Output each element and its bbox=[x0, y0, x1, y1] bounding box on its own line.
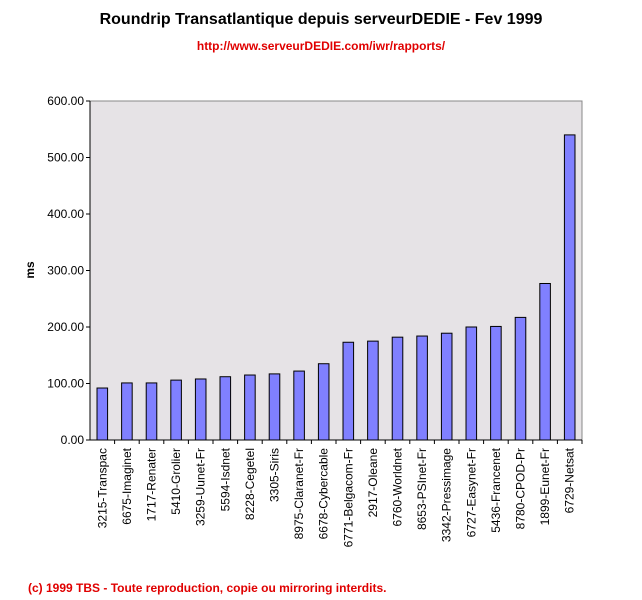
y-tick-label: 200.00 bbox=[47, 320, 84, 334]
bar bbox=[416, 335, 428, 441]
bar bbox=[367, 340, 379, 441]
bar bbox=[96, 387, 109, 441]
y-axis-label: ms bbox=[23, 261, 37, 279]
x-tick-label: 3305-Siris bbox=[268, 448, 282, 502]
x-tick-label: 8975-Claranet-Fr bbox=[292, 448, 306, 539]
y-tick-label: 600.00 bbox=[47, 94, 84, 108]
x-tick-label: 6678-Cybercable bbox=[317, 448, 331, 540]
x-tick-label: 1717-Renater bbox=[145, 448, 159, 521]
chart-title: Roundrip Transatlantique depuis serveurD… bbox=[99, 11, 543, 28]
y-tick-label: 100.00 bbox=[47, 377, 84, 391]
x-tick-label: 3259-Uunet-Fr bbox=[194, 448, 208, 526]
x-tick-label: 8653-PSInet-Fr bbox=[415, 448, 429, 530]
bar bbox=[170, 379, 182, 441]
x-tick-label: 6675-Imaginet bbox=[120, 447, 134, 524]
x-tick-label: 6729-Netsat bbox=[563, 447, 577, 513]
bar bbox=[342, 341, 355, 441]
x-tick-label: 6727-Easynet-Fr bbox=[464, 448, 478, 537]
x-tick-label: 1899-Eunet-Fr bbox=[538, 448, 552, 525]
bar bbox=[465, 326, 478, 441]
bar bbox=[293, 370, 305, 441]
x-tick-label: 5594-Isdnet bbox=[218, 447, 232, 511]
bar bbox=[268, 373, 281, 441]
bar bbox=[317, 363, 330, 441]
chart-subtitle-url[interactable]: http://www.serveurDEDIE.com/iwr/rapports… bbox=[196, 39, 446, 53]
x-tick-label: 6760-Worldnet bbox=[391, 447, 405, 526]
bar bbox=[514, 316, 527, 441]
bar bbox=[563, 134, 576, 441]
copyright-footer: (c) 1999 TBS - Toute reproduction, copie… bbox=[28, 581, 387, 595]
bar bbox=[490, 325, 502, 441]
x-tick-label: 5410-Grolier bbox=[169, 448, 183, 515]
x-tick-label: 6771-Belgacom-Fr bbox=[341, 448, 355, 547]
bar bbox=[219, 376, 232, 441]
x-tick-label: 3342-Pressimage bbox=[440, 448, 454, 542]
bar bbox=[194, 378, 207, 441]
bar bbox=[145, 382, 158, 441]
y-tick-label: 400.00 bbox=[47, 207, 84, 221]
bar bbox=[244, 374, 256, 441]
plot-area bbox=[89, 100, 583, 441]
bar bbox=[121, 382, 133, 441]
y-tick-label: 500.00 bbox=[47, 151, 84, 165]
bar bbox=[539, 282, 551, 441]
bar bbox=[391, 336, 404, 441]
x-tick-label: 2917-Oleane bbox=[366, 448, 380, 518]
x-tick-label: 5436-Francenet bbox=[489, 447, 503, 532]
y-tick-label: 300.00 bbox=[47, 264, 84, 278]
x-tick-label: 8228-Cegetel bbox=[243, 448, 257, 520]
y-tick-label: 0.00 bbox=[61, 433, 85, 447]
bar bbox=[440, 332, 453, 441]
x-tick-label: 3215-Transpac bbox=[95, 448, 109, 528]
x-tick-label: 8780-CPOD-Pr bbox=[514, 448, 528, 529]
